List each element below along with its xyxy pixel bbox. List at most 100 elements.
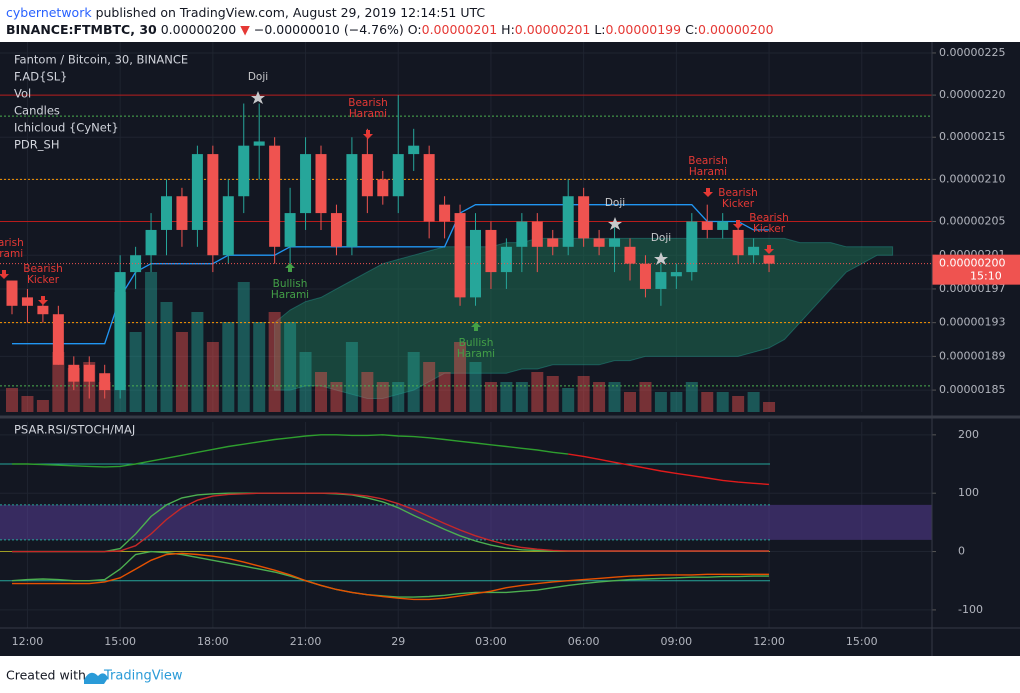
candle-body xyxy=(176,196,188,230)
countdown: 15:10 xyxy=(970,270,1002,283)
volume-bar xyxy=(654,392,667,412)
indicator-name: Ichicloud {CyNet} xyxy=(14,121,119,135)
volume-bar xyxy=(206,342,219,412)
volume-bar xyxy=(253,322,266,412)
volume-bar xyxy=(454,342,467,412)
pattern-label: Harami xyxy=(0,248,23,260)
candle-body xyxy=(346,154,358,247)
volume-bar xyxy=(284,322,297,412)
volume-bar xyxy=(701,392,714,412)
candle-body xyxy=(423,154,435,222)
pane-title: PSAR.RSI/STOCH/MAJ xyxy=(14,423,135,437)
pattern-label: Bearish xyxy=(348,97,387,109)
candle-body xyxy=(377,179,389,197)
indicator-name: PDR_SH xyxy=(14,138,59,152)
volume-bar xyxy=(330,382,343,412)
arrow: ▼ xyxy=(240,22,250,37)
logo-icon xyxy=(84,672,108,684)
volume-bar xyxy=(345,342,358,412)
volume-bar xyxy=(484,382,497,412)
indicator-line xyxy=(12,552,769,601)
volume-bar xyxy=(500,382,513,412)
x-tick-label: 12:00 xyxy=(753,635,785,648)
volume-bar xyxy=(577,376,590,412)
volume-bar xyxy=(6,388,18,412)
y-tick-label: 0.00000220 xyxy=(939,88,1005,101)
indicator-name: F.AD{SL} xyxy=(14,70,68,84)
volume-bar xyxy=(392,382,405,412)
plot: 12:00 15:00 18:00 21:00 29 03:00 06:00 09:00 12:… xyxy=(0,42,1020,648)
symbol-line: BINANCE:FTMBTC, 30 0.00000200 ▼ −0.00000… xyxy=(6,22,774,37)
volume-bar xyxy=(670,392,683,412)
arrow-down xyxy=(363,130,373,139)
author: cybernetwork xyxy=(6,5,92,20)
header-line: cybernetwork published on TradingView.co… xyxy=(6,5,485,20)
volume-bar xyxy=(315,372,327,412)
volume-bar xyxy=(21,396,34,412)
volume-bar xyxy=(747,392,760,412)
h-label: H: xyxy=(501,22,515,37)
candle-body xyxy=(748,246,760,256)
candle-body xyxy=(222,196,234,256)
y-tick-label: 100 xyxy=(958,486,979,499)
candle-body xyxy=(114,272,126,391)
indicator-name: Vol xyxy=(14,87,31,101)
volume-bar xyxy=(515,382,528,412)
volume-bar xyxy=(145,272,158,412)
candle-body xyxy=(485,229,497,273)
candle-body xyxy=(315,154,327,214)
candle-body xyxy=(145,229,157,256)
y-tick-label: 0.00000189 xyxy=(939,349,1005,362)
candle-body xyxy=(686,221,698,273)
volume-bar xyxy=(546,376,559,412)
h-value: 0.00000201 xyxy=(515,22,591,37)
volume-bar xyxy=(469,362,482,412)
y-tick-label: 0.00000225 xyxy=(939,46,1005,59)
last: 0.00000200 xyxy=(161,22,237,37)
x-tick-label: 09:00 xyxy=(660,635,692,648)
volume-bar xyxy=(562,388,575,412)
candle-body xyxy=(655,272,667,289)
indicator-line xyxy=(11,550,769,598)
candle-body xyxy=(500,246,512,273)
candle-body xyxy=(439,204,451,222)
volume-bar xyxy=(716,392,729,412)
volume-bar xyxy=(237,282,250,412)
candle-body xyxy=(6,280,18,306)
tradingview-logo xyxy=(84,672,108,684)
volume-bar xyxy=(407,352,420,412)
symbol: BINANCE:FTMBTC, 30 xyxy=(6,22,157,37)
arrow-down xyxy=(38,296,48,305)
pattern-label: Harami xyxy=(689,166,727,178)
pattern-label: Doji xyxy=(651,232,671,244)
volume-bar xyxy=(732,396,745,412)
pattern-label: Bearish xyxy=(23,263,62,275)
arrow-down xyxy=(733,220,743,229)
doji-star xyxy=(608,217,622,230)
volume-bar xyxy=(129,332,142,412)
y-tick-label: 200 xyxy=(958,428,979,441)
candle-body xyxy=(609,238,621,247)
candle-body xyxy=(717,221,729,230)
candle-body xyxy=(300,154,312,214)
candle-body xyxy=(330,213,342,247)
footer-brand[interactable]: TradingView xyxy=(103,669,183,684)
volume-bar xyxy=(52,352,65,412)
indicator-line xyxy=(12,434,569,468)
c-label: C: xyxy=(685,22,698,37)
y-tick-label: 0.00000205 xyxy=(939,215,1005,228)
y-tick-label: 0.00000193 xyxy=(939,316,1005,329)
l-value: 0.00000199 xyxy=(606,22,682,37)
arrow-down xyxy=(0,270,9,279)
candle-body xyxy=(701,221,713,230)
arrow-down xyxy=(703,188,713,197)
x-tick-label: 18:00 xyxy=(197,635,229,648)
candle-body xyxy=(732,229,744,256)
y-tick-label: 0 xyxy=(958,545,965,558)
candle-body xyxy=(578,196,590,239)
pattern-label: Kicker xyxy=(753,223,786,235)
candle-body xyxy=(670,272,682,277)
candle-body xyxy=(238,145,250,197)
o-label: O: xyxy=(408,22,422,37)
